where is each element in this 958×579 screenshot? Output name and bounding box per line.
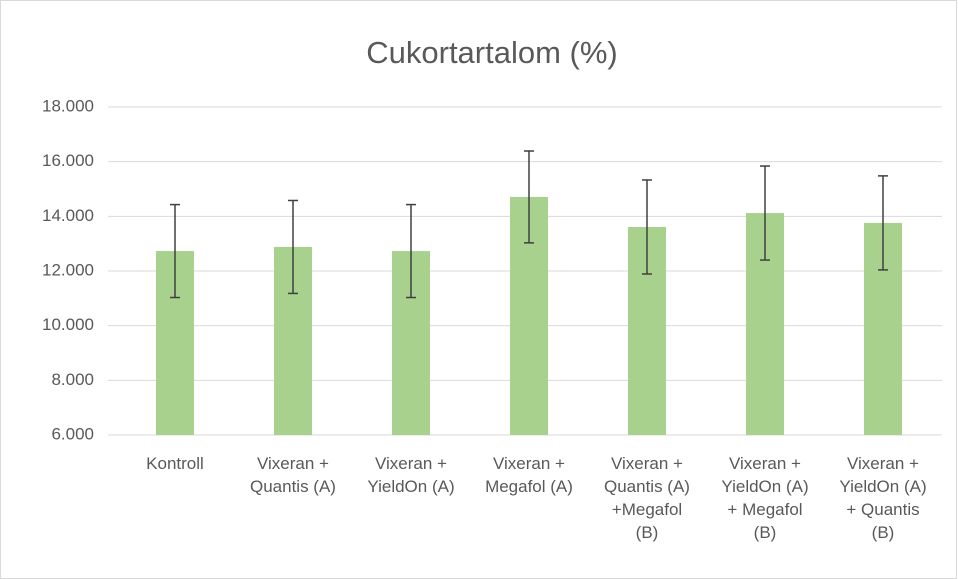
error-bar [878,175,888,271]
error-bar [524,150,534,244]
x-tick-label: Vixeran + Quantis (A) [250,454,336,496]
x-tick-label: Vixeran + Megafol (A) [485,454,573,496]
error-bar [760,165,770,261]
x-tick-label: Vixeran + YieldOn (A) + Quantis (B) [839,454,927,542]
x-tick-label: Vixeran + YieldOn (A) [367,454,455,496]
x-tick-label: Kontroll [146,454,204,473]
x-tick-label: Vixeran + YieldOn (A) + Megafol (B) [721,454,809,542]
y-tick-label: 18.000 [42,96,94,115]
y-tick-label: 12.000 [42,260,94,279]
error-bar [642,179,652,275]
y-tick-label: 6.000 [51,424,94,443]
error-bar [170,203,180,299]
y-tick-label: 16.000 [42,151,94,170]
y-tick-label: 14.000 [42,206,94,225]
chart-title: Cukortartalom (%) [366,35,618,70]
error-bar [288,199,298,295]
error-bar [406,203,416,299]
y-tick-label: 10.000 [42,315,94,334]
y-tick-label: 8.000 [51,370,94,389]
x-tick-label: Vixeran + Quantis (A) +Megafol (B) [604,454,690,542]
